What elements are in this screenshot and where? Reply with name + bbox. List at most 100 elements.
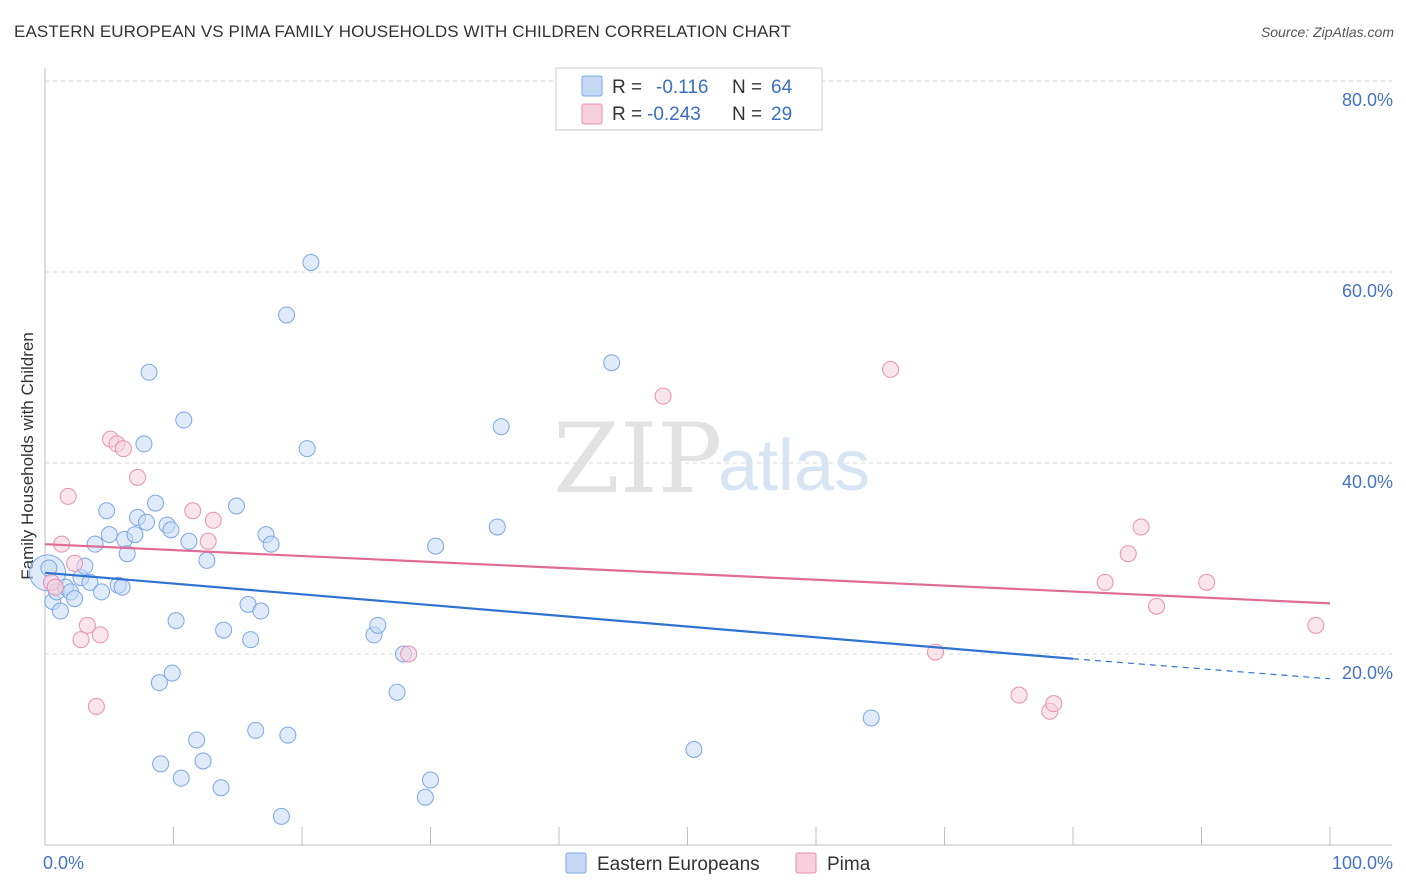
y-tick-label: 80.0% [1342,90,1393,110]
y-axis-label: Family Households with Children [18,332,37,580]
data-point-eastern-europeans [86,535,104,553]
x-tick-labels: 0.0% 100.0% [43,853,1393,873]
grid [45,80,1392,655]
data-point-eastern-europeans [227,497,245,515]
data-point-eastern-europeans [135,435,153,453]
data-point-eastern-europeans [152,755,170,773]
data-point-pima [204,511,222,529]
data-point-pima [129,468,147,486]
data-point-eastern-europeans [147,494,165,512]
data-point-pima [59,487,77,505]
x-tick-label-min: 0.0% [43,853,84,873]
data-point-pima [184,502,202,520]
watermark: ZIP atlas [553,403,870,515]
data-point-eastern-europeans [150,674,168,692]
data-point-pima [1119,545,1137,563]
data-point-pima [1198,573,1216,591]
data-point-eastern-europeans [603,354,621,372]
legend-swatch-pink [581,103,603,125]
data-point-eastern-europeans [118,545,136,563]
data-point-eastern-europeans [167,612,185,630]
data-point-pima [46,578,64,596]
series-eastern-europeans [29,253,880,825]
data-point-pima [400,645,418,663]
y-tick-label: 60.0% [1342,281,1393,301]
trend-line-pima [44,543,1331,605]
trend-lines [44,543,1331,680]
data-point-pima [1096,573,1114,591]
data-point-eastern-europeans [262,535,280,553]
data-point-eastern-europeans [416,788,434,806]
data-point-eastern-europeans [272,807,290,825]
data-point-eastern-europeans [100,526,118,544]
data-point-eastern-europeans [492,418,510,436]
data-point-pima [91,626,109,644]
data-point-eastern-europeans [369,616,387,634]
data-point-pima [1010,686,1028,704]
data-point-pima [66,554,84,572]
data-point-eastern-europeans [175,411,193,429]
data-point-pima [199,532,217,550]
y-tick-labels: 20.0% 40.0% 60.0% 80.0% [1342,90,1393,683]
data-point-eastern-europeans [138,513,156,531]
trend-line-eastern-europeans [44,571,1074,660]
data-point-eastern-europeans [298,440,316,458]
y-tick-label: 40.0% [1342,472,1393,492]
data-point-eastern-europeans [212,779,230,797]
data-point-eastern-europeans [81,573,99,591]
data-point-eastern-europeans [172,769,190,787]
data-point-pima [87,698,105,716]
data-point-eastern-europeans [188,731,206,749]
data-point-eastern-europeans [194,752,212,770]
bottom-legend-eastern-europeans: Eastern Europeans [597,854,760,875]
bottom-legend-pima: Pima [827,854,871,875]
stats-legend: R = -0.116 N = 64 R = -0.243 N = 29 [555,67,823,131]
data-point-eastern-europeans [427,537,445,555]
data-point-eastern-europeans [66,590,84,608]
data-point-pima [654,387,672,405]
x-tick-label-max: 100.0% [1332,853,1393,873]
bottom-legend-swatch-blue [565,852,587,874]
data-point-pima [882,360,900,378]
data-point-eastern-europeans [302,253,320,271]
data-point-pima [1132,518,1150,536]
legend-swatch-blue [581,75,603,97]
legend-r-value-2: -0.243 [647,104,701,125]
data-point-pima [114,440,132,458]
data-point-eastern-europeans [126,526,144,544]
data-point-pima [72,631,90,649]
data-point-eastern-europeans [98,502,116,520]
data-point-eastern-europeans [242,631,260,649]
chart-title: EASTERN EUROPEAN VS PIMA FAMILY HOUSEHOL… [14,22,791,41]
data-point-eastern-europeans [180,532,198,550]
data-point-pima [1148,597,1166,615]
data-point-eastern-europeans [862,709,880,727]
legend-n-label-1: N = [732,77,762,98]
data-point-eastern-europeans [163,664,181,682]
data-point-eastern-europeans [113,578,131,596]
legend-n-label-2: N = [732,104,762,125]
source-label: Source: ZipAtlas.com [1260,24,1394,40]
data-point-eastern-europeans [685,741,703,758]
watermark-zip: ZIP [553,403,722,515]
bottom-legend-swatch-pink [795,852,817,874]
y-tick-label: 20.0% [1342,663,1393,683]
data-point-eastern-europeans [252,602,270,620]
data-point-eastern-europeans [388,683,406,701]
data-point-eastern-europeans [488,518,506,536]
data-point-pima [1045,695,1063,713]
legend-n-value-2: 29 [771,104,792,125]
data-point-pima [1307,616,1325,634]
legend-r-value-1: -0.116 [656,77,708,98]
data-point-eastern-europeans [162,521,180,539]
series-legend: Eastern Europeans Pima [565,852,871,875]
data-point-eastern-europeans [51,602,69,620]
legend-r-label-1: R = [612,77,642,98]
data-point-eastern-europeans [247,721,265,739]
watermark-atlas: atlas [718,426,870,506]
data-point-eastern-europeans [198,551,216,569]
data-point-eastern-europeans [278,306,296,324]
trend-line-eastern-europeans-extension [1072,658,1331,680]
data-point-eastern-europeans [279,726,297,744]
